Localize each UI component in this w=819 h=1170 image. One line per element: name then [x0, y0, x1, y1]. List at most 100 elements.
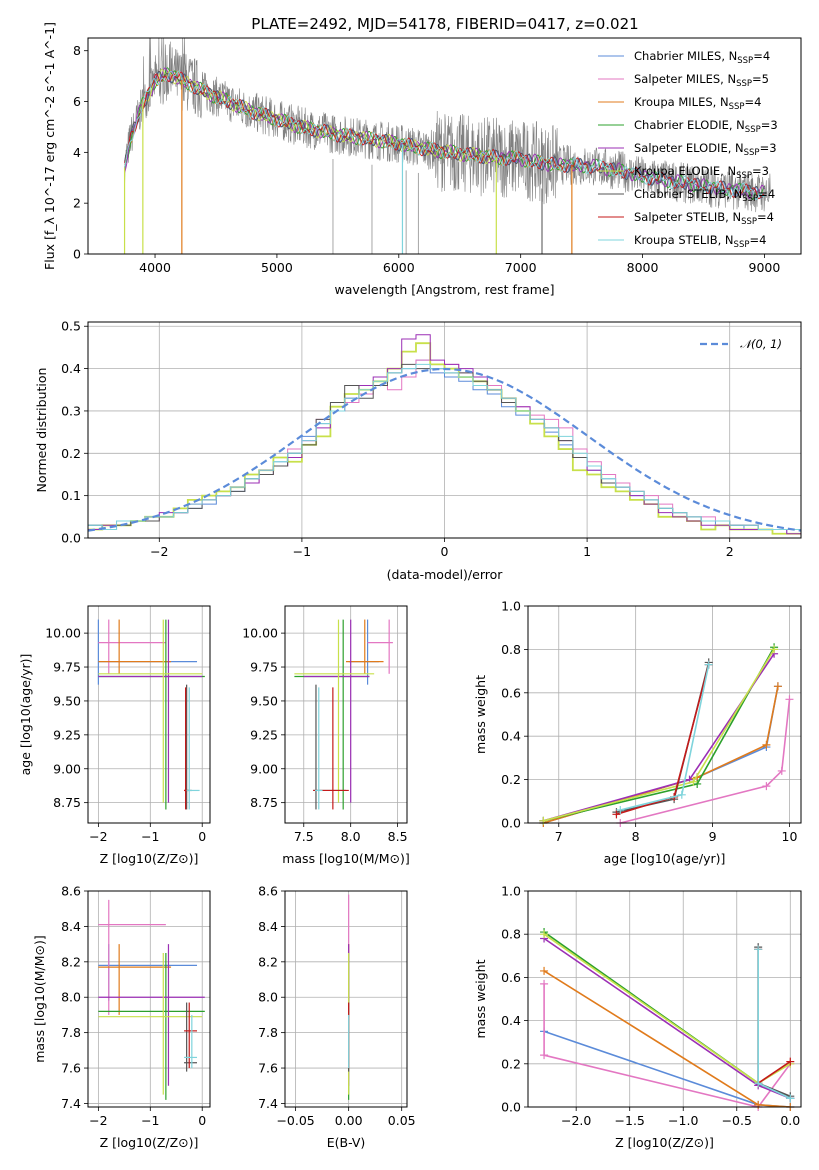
legend-nssp-value: 4: [759, 233, 766, 247]
data-point-marker: [612, 810, 621, 819]
y-tick-label: 0.0: [61, 531, 81, 546]
legend-label: Salpeter ELODIE, NSSP=3: [634, 141, 777, 158]
normal-curve: [88, 367, 801, 532]
data-point-marker: [540, 1051, 549, 1060]
x-tick-label: −1: [141, 1113, 159, 1128]
x-tick-label: 9000: [749, 260, 781, 275]
x-axis-label: mass [log10(M/M⊙)]: [282, 851, 410, 866]
y-tick-label: 10.00: [45, 626, 81, 641]
legend-nssp-subscript: SSP: [736, 171, 752, 181]
y-tick-label: 9.00: [53, 761, 81, 776]
y-tick-label: 0.1: [61, 488, 81, 503]
legend-model-name: Chabrier MILES: [634, 49, 721, 63]
y-tick-label: 7.4: [61, 1096, 81, 1111]
age-vs-mass-panel: 7.5 8.0 8.5 8.75 9.00 9.25 9.50 9.75 10.00 mass […: [242, 605, 410, 866]
y-tick-label: 9.75: [53, 660, 81, 675]
legend-nssp-value: 4: [754, 95, 761, 109]
x-tick-label: −0.05: [276, 1113, 314, 1128]
mass-weight-line: [543, 648, 775, 822]
y-tick-label: 1.0: [501, 599, 521, 614]
observed-spectrum-line: [124, 38, 771, 213]
x-tick-label: −1: [293, 544, 311, 559]
x-tick-label: 9: [709, 829, 717, 844]
y-tick-label: 7.8: [61, 1025, 81, 1040]
y-tick-label: 0.4: [501, 1013, 521, 1028]
x-tick-label: −1.5: [615, 1113, 645, 1128]
x-tick-label: 6000: [383, 260, 415, 275]
axes-frame: [284, 890, 408, 1108]
legend-nssp-eq: =: [761, 118, 771, 132]
data-point-marker: [786, 1094, 795, 1103]
x-tick-label: 4000: [139, 260, 171, 275]
y-axis-label: mass weight: [473, 959, 488, 1038]
y-tick-label: 10.00: [242, 626, 278, 641]
data-point-marker: [540, 966, 549, 975]
axes-frame: [87, 37, 802, 255]
mass-weight-line: [620, 699, 791, 823]
legend-nssp-eq: =: [758, 187, 768, 201]
legend-nssp-prefix: , N: [728, 141, 744, 155]
x-tick-label: 0.05: [388, 1113, 416, 1128]
legend-nssp-prefix: , N: [713, 95, 729, 109]
x-tick-label: 7000: [505, 260, 537, 275]
legend-nssp-value: 3: [770, 118, 777, 132]
y-tick-label: 6: [73, 94, 81, 109]
data-point-marker: [754, 1100, 763, 1109]
x-tick-label: 8.5: [388, 829, 408, 844]
axes-frame: [527, 890, 802, 1108]
legend-nssp-prefix: , N: [721, 49, 737, 63]
mass-weight-vs-metallicity-panel: −2.0 −1.5 −1.0 −0.5 0.0 0.0 0.2 0.4 0.6 0.8 1.0 Z […: [473, 884, 802, 1150]
y-tick-label: 0.2: [61, 446, 81, 461]
y-tick-label: 9.50: [53, 693, 81, 708]
y-tick-label: 7.6: [258, 1061, 278, 1076]
y-tick-label: 8.2: [61, 954, 81, 969]
y-tick-label: 8.75: [250, 795, 278, 810]
legend-nssp-prefix: , N: [729, 118, 745, 132]
legend-nssp-value: 3: [762, 164, 769, 178]
legend-nssp-eq: =: [752, 72, 762, 86]
legend-model-name: Salpeter STELIB: [634, 210, 725, 224]
axes-frame: [87, 890, 211, 1108]
data-point-marker: [616, 805, 625, 814]
mass-weight-line: [543, 653, 775, 822]
legend-nssp-eq: =: [752, 164, 762, 178]
x-tick-label: 0: [198, 829, 206, 844]
legend-label: Kroupa MILES, NSSP=4: [634, 95, 761, 112]
legend-nssp-value: 4: [763, 49, 770, 63]
legend-label: Kroupa STELIB, NSSP=4: [634, 233, 766, 250]
mass-vs-metallicity-panel: −2 −1 0 7.4 7.6 7.8 8.0 8.2 8.4 8.6 Z [log10(Z/Z⊙)…: [32, 884, 211, 1150]
y-tick-label: 8.4: [61, 919, 81, 934]
y-tick-label: 0.0: [501, 1100, 521, 1115]
figure-title: PLATE=2492, MJD=54178, FIBERID=0417, z=0…: [251, 15, 638, 33]
legend-nssp-eq: =: [757, 210, 767, 224]
mass-weight-line: [543, 1030, 791, 1107]
y-tick-label: 0.6: [501, 970, 521, 985]
legend-nssp-value: 3: [769, 141, 776, 155]
legend-model-name: Chabrier ELODIE: [634, 118, 729, 132]
mass-weight-line: [543, 646, 775, 822]
mass-weight-line: [543, 983, 791, 1107]
data-point-marker: [704, 660, 713, 669]
legend-nssp-prefix: , N: [720, 164, 736, 178]
legend-nssp-eq: =: [744, 95, 754, 109]
x-axis-label: wavelength [Angstrom, rest frame]: [334, 282, 554, 297]
y-tick-label: 9.25: [53, 727, 81, 742]
y-tick-label: 8.6: [258, 884, 278, 899]
legend-label: Salpeter MILES, NSSP=5: [634, 72, 769, 89]
y-tick-label: 0.8: [501, 927, 521, 942]
legend-label: Chabrier ELODIE, NSSP=3: [634, 118, 778, 135]
x-tick-label: 8.0: [341, 829, 361, 844]
y-tick-label: 8.75: [53, 795, 81, 810]
mass-vs-extinction-panel: −0.05 0.00 0.05 7.4 7.6 7.8 8.0 8.2 8.4 8.6 E(B-V): [258, 884, 416, 1151]
y-tick-label: 8.0: [258, 990, 278, 1005]
x-tick-label: 7.5: [294, 829, 314, 844]
legend-nssp-eq: =: [760, 141, 770, 155]
y-tick-label: 9.25: [250, 727, 278, 742]
x-tick-label: −1.0: [668, 1113, 698, 1128]
mass-weight-line: [620, 664, 710, 811]
axes-frame: [87, 321, 802, 539]
legend-model-name: Kroupa MILES: [634, 95, 713, 109]
legend-label: Salpeter STELIB, NSSP=4: [634, 210, 774, 227]
legend-label: Chabrier MILES, NSSP=4: [634, 49, 770, 66]
legend-model-name: Salpeter ELODIE: [634, 141, 728, 155]
